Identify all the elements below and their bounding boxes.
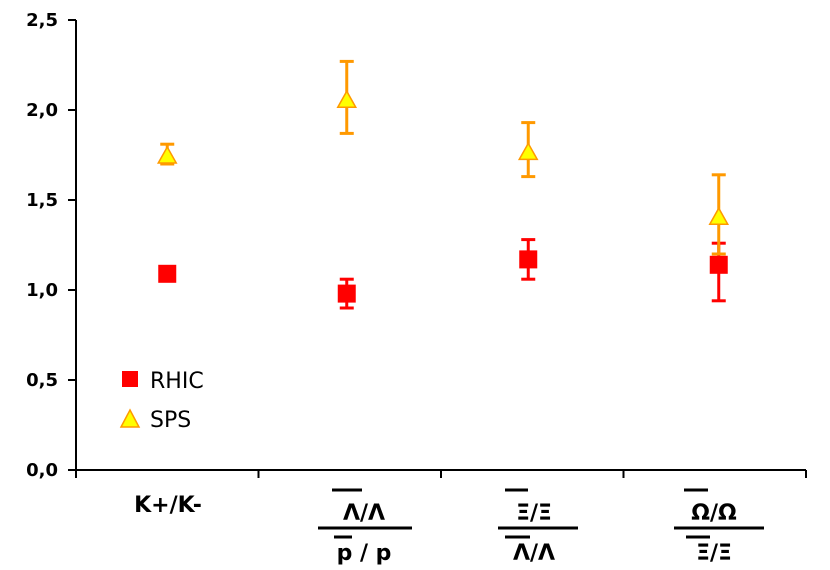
fraction-denominator: Λ/Λ xyxy=(513,541,555,566)
data-marks xyxy=(156,59,730,310)
x-category-labels: K+/K- Λ/Λ p / p Ξ/Ξ Λ/Λ Ω/Ω Ξ/Ξ xyxy=(134,488,764,566)
legend-label: RHIC xyxy=(150,369,204,394)
y-tick-label: 1,5 xyxy=(26,190,58,211)
data-point-rhic xyxy=(519,250,538,269)
legend: RHIC SPS xyxy=(119,369,204,433)
y-tick-label: 2,0 xyxy=(26,100,58,121)
legend-label: SPS xyxy=(150,408,191,433)
fraction-denominator: Ξ/Ξ xyxy=(696,541,732,566)
data-point-rhic xyxy=(158,264,177,283)
fraction-denominator: p / p xyxy=(337,541,392,566)
legend-marker-triangle xyxy=(119,408,141,428)
data-point-rhic xyxy=(709,255,728,274)
x-category-fraction: Ξ/Ξ Λ/Λ xyxy=(498,488,578,566)
legend-marker-square xyxy=(122,371,138,387)
data-point-sps xyxy=(708,206,730,225)
y-tick-label: 0,5 xyxy=(26,370,58,391)
fraction-numerator: Ω/Ω xyxy=(691,501,737,526)
data-point-sps xyxy=(336,89,358,108)
data-point-sps xyxy=(156,145,178,164)
y-tick-label: 1,0 xyxy=(26,280,58,301)
y-tick-labels: 0,0 0,5 1,0 1,5 2,0 2,5 xyxy=(26,10,58,481)
data-point-sps xyxy=(517,141,539,161)
y-tick-label: 2,5 xyxy=(26,10,58,31)
data-point-rhic xyxy=(337,284,356,303)
fraction-numerator: Λ/Λ xyxy=(343,501,385,526)
x-category-label: K+/K- xyxy=(134,493,202,518)
x-category-fraction: Λ/Λ p / p xyxy=(318,488,412,566)
x-category-fraction: Ω/Ω Ξ/Ξ xyxy=(674,488,764,566)
fraction-numerator: Ξ/Ξ xyxy=(516,501,552,526)
y-tick-label: 0,0 xyxy=(26,460,58,481)
